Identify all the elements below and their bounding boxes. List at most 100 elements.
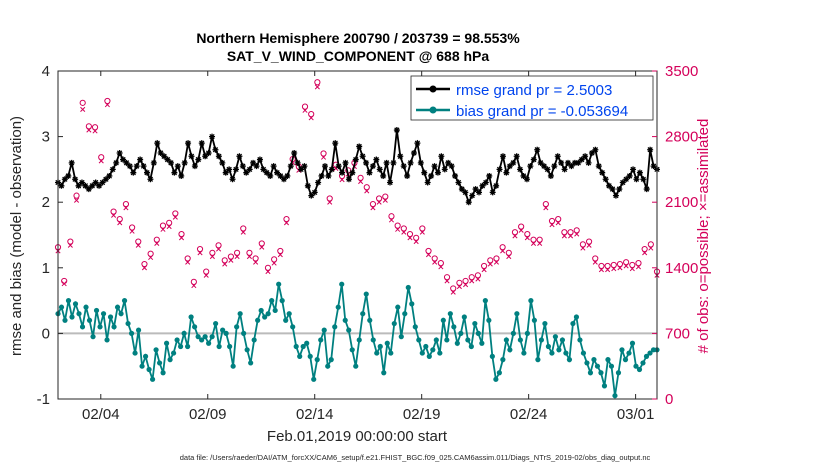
obs-possible-point <box>85 123 92 130</box>
obs-possible-point <box>129 224 136 231</box>
rmse-point <box>147 176 154 183</box>
rmse-point <box>342 159 349 166</box>
bias-point <box>241 330 247 336</box>
bias-point <box>97 324 103 330</box>
bias-point <box>437 350 443 356</box>
rmse-point <box>274 169 281 176</box>
rmse-point <box>551 163 558 170</box>
bias-point <box>286 311 292 317</box>
bias-point <box>493 376 499 382</box>
obs-possible-point <box>406 230 414 238</box>
obs-possible-point <box>363 184 370 191</box>
rmse-point <box>404 172 411 179</box>
bias-point <box>276 281 282 287</box>
obs-assimilated-point <box>364 188 370 194</box>
obs-assimilated-point <box>73 197 80 203</box>
rmse-point <box>503 169 510 176</box>
rmse-point <box>349 169 356 176</box>
obs-possible-point <box>450 285 457 292</box>
obs-possible-point <box>283 215 290 223</box>
bias-point <box>69 314 75 320</box>
obs-assimilated-point <box>648 245 654 251</box>
bias-point <box>503 337 509 343</box>
legend-box <box>410 75 654 121</box>
obs-assimilated-point <box>382 197 388 203</box>
rmse-point <box>102 176 109 183</box>
x-tick-label: 02/14 <box>296 406 334 423</box>
rmse-point <box>482 179 489 186</box>
rmse-point <box>407 159 414 166</box>
obs-possible-point <box>79 99 86 106</box>
bias-point <box>223 330 229 336</box>
obs-possible-point <box>141 260 148 268</box>
rmse-point <box>321 163 328 170</box>
bias-point <box>559 337 566 343</box>
rmse-point <box>602 176 609 183</box>
bias-point <box>570 320 576 327</box>
bias-point <box>640 360 646 366</box>
rmse-point <box>387 179 394 186</box>
bias-point <box>342 317 348 323</box>
rmse-point <box>253 163 260 170</box>
rmse-point <box>284 172 291 179</box>
bias-point <box>269 298 275 304</box>
obs-possible-point <box>616 260 624 268</box>
rmse-point <box>592 146 599 153</box>
rmse-point <box>544 166 551 173</box>
rmse-point <box>623 176 630 183</box>
rmse-point <box>465 199 472 206</box>
bias-point <box>237 311 243 317</box>
obs-possible-point <box>166 219 173 226</box>
x-tick-label: 02/19 <box>403 406 441 423</box>
bias-point <box>409 301 415 307</box>
obs-assimilated-point <box>376 199 382 205</box>
obs-possible-point <box>598 262 605 270</box>
bias-point <box>465 337 471 343</box>
obs-assimilated-point <box>111 212 117 218</box>
obs-assimilated-point <box>80 106 86 112</box>
bias-layer <box>55 281 660 399</box>
bias-point <box>594 363 601 369</box>
rmse-point <box>260 166 267 173</box>
bias-point <box>62 317 68 323</box>
bias-point <box>542 320 548 327</box>
rmse-point <box>267 172 274 179</box>
bias-point <box>486 317 492 323</box>
obs-assimilated-point <box>506 254 512 260</box>
obs-assimilated-point <box>228 257 234 263</box>
bias-point <box>591 357 597 363</box>
bias-point <box>381 370 387 376</box>
obs-layer <box>54 79 661 295</box>
obs-possible-point <box>178 230 185 238</box>
obs-possible-point <box>487 257 494 264</box>
obs-possible-point <box>240 225 247 232</box>
bias-point <box>181 330 187 336</box>
rmse-point <box>441 166 448 173</box>
bias-point <box>314 357 320 363</box>
obs-assimilated-point <box>222 261 228 267</box>
bias-point <box>391 320 397 327</box>
obs-possible-point <box>203 268 210 275</box>
obs-assimilated-point <box>172 214 178 220</box>
rmse-point <box>530 156 537 163</box>
obs-possible-point <box>98 154 105 161</box>
rmse-point <box>219 159 226 166</box>
bias-point <box>601 383 608 389</box>
rmse-point <box>195 156 202 163</box>
plot-frame <box>57 70 658 400</box>
obs-possible-point <box>271 256 278 263</box>
obs-possible-point <box>184 255 191 262</box>
rmse-point <box>178 172 185 179</box>
rmse-point <box>191 163 198 170</box>
obs-assimilated-point <box>265 268 271 275</box>
bias-point <box>549 350 555 356</box>
obs-assimilated-point <box>586 242 592 248</box>
rmse-point <box>181 159 188 166</box>
obs-possible-point <box>579 241 586 248</box>
obs-assimilated-point <box>117 220 123 226</box>
obs-assimilated-point <box>123 205 129 211</box>
obs-assimilated-point <box>259 244 265 250</box>
y-right-tick-label: 2100 <box>665 194 698 211</box>
obs-assimilated-point <box>500 248 506 254</box>
obs-possible-point <box>604 262 611 270</box>
